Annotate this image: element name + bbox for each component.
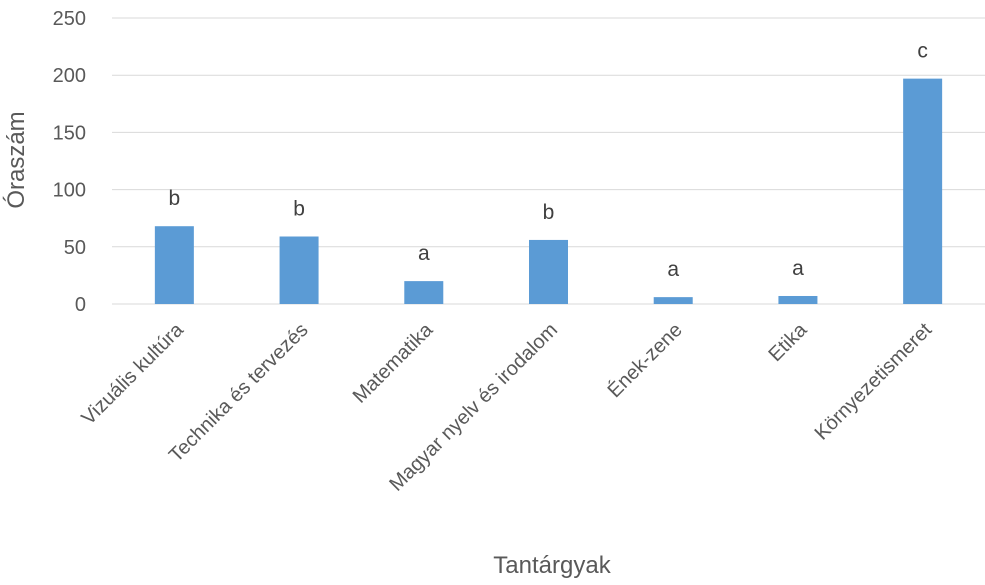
bar: [279, 236, 319, 304]
significance-letter: b: [169, 187, 181, 210]
x-tick-label: Környezetismeret: [811, 319, 937, 445]
bar: [653, 297, 693, 304]
significance-letters: b b a b a a c: [169, 40, 928, 282]
y-tick-label: 250: [53, 8, 86, 30]
significance-letter: b: [293, 198, 305, 221]
x-axis-title: Tantárgyak: [493, 552, 611, 579]
y-tick-label: 200: [53, 65, 86, 87]
y-tick-label: 150: [53, 122, 86, 144]
x-tick-label: Technika és tervezés: [165, 319, 313, 467]
bar: [903, 78, 943, 305]
y-axis-title: Óraszám: [3, 111, 30, 208]
x-tick-label: Matematika: [349, 318, 438, 407]
bars: [154, 78, 943, 305]
y-tick-label: 0: [75, 294, 86, 316]
y-tick-label: 50: [64, 237, 86, 259]
x-tick-label: Vizuális kultúra: [77, 318, 188, 429]
bar: [404, 281, 444, 304]
bar: [154, 226, 194, 304]
significance-letter: c: [917, 40, 928, 63]
significance-letter: a: [667, 258, 679, 281]
gridlines: [112, 17, 985, 305]
x-tick-label: Etika: [764, 318, 812, 366]
significance-letter: b: [543, 201, 555, 224]
y-axis-ticks: 0 50 100 150 200 250: [53, 8, 86, 316]
significance-letter: a: [792, 257, 804, 280]
significance-letter: a: [418, 242, 430, 265]
y-tick-label: 100: [53, 180, 86, 202]
bar: [529, 239, 568, 304]
bar: [778, 295, 818, 304]
x-tick-label: Ének-zene: [603, 318, 687, 402]
